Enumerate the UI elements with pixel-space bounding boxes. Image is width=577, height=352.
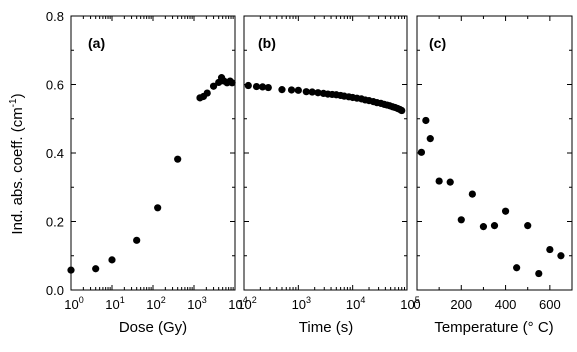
panel-a-x-tick-label: 104 (228, 295, 247, 312)
panel-b-x-tick-label: 105 (400, 295, 419, 312)
panel-b-data-point (244, 81, 252, 90)
panel-b-data-point (264, 83, 272, 92)
panel-c-data-point (446, 178, 454, 186)
panel-a-data-point (92, 265, 100, 273)
panel-c-label: (c) (429, 35, 446, 51)
panel-b-data-point (308, 88, 316, 96)
panel-b: (b) Time (s) 102 103 104 105 (237, 15, 420, 336)
panel-b-data-point (278, 86, 286, 94)
panel-c-data-point (417, 148, 426, 156)
panel-a-x-axis-label: Dose (Gy) (119, 319, 187, 336)
panel-c-data-point (490, 222, 499, 230)
panel-a-x-tick-label: 103 (187, 295, 206, 312)
panel-c-data-point (479, 223, 488, 231)
panel-c-data-point (524, 222, 532, 230)
panel-c-data-point (468, 190, 476, 198)
panel-a-data-point (228, 79, 236, 87)
y-axis-label: Ind. abs. coeff. (cm-1) (8, 93, 26, 234)
panel-a-data-point (108, 256, 116, 264)
panel-a-data-point (203, 89, 211, 97)
panel-b-data-point (302, 88, 310, 96)
panel-b-x-tick-label: 103 (292, 295, 311, 312)
panel-c-x-tick-label: 200 (450, 297, 472, 312)
panel-b-data-point (287, 86, 296, 94)
y-tick-label: 0.6 (46, 78, 64, 93)
panel-b-data-point (314, 89, 322, 97)
panel-c-x-tick-label: 400 (495, 297, 517, 312)
panel-a-label: (a) (88, 35, 105, 51)
panel-c-data-point (546, 245, 554, 254)
panel-b-data-point (252, 82, 261, 91)
panel-a-data-point (133, 236, 141, 244)
panel-c-data-point (435, 177, 443, 185)
panel-c-x-tick-label: 0 (413, 297, 420, 312)
panel-c-data-point (426, 135, 434, 143)
panel-b-label: (b) (258, 35, 276, 51)
panel-b-x-tick-label: 104 (346, 295, 365, 312)
panel-c-x-axis-label: Temperature (° C) (434, 319, 553, 336)
panel-a-x-tick-label: 100 (64, 295, 83, 312)
y-tick-label: 0.2 (46, 215, 64, 230)
y-tick-label: 0.0 (46, 283, 64, 298)
panel-b-x-tick-label: 102 (237, 295, 256, 312)
panel-a-data-point (174, 155, 182, 163)
panel-a-x-tick-label: 102 (146, 295, 165, 312)
y-tick-label: 0.8 (46, 9, 64, 24)
panel-c-data-point (457, 216, 465, 224)
panel-c-data-point (422, 116, 430, 125)
panel-b-data-point (259, 83, 267, 91)
panel-c-data-point (513, 264, 521, 272)
panel-b-data-point (294, 86, 302, 94)
panel-c-data-point (535, 269, 543, 278)
panel-c-data-point (557, 252, 565, 260)
panel-a-data-point (154, 204, 162, 212)
y-tick-label: 0.4 (46, 146, 64, 161)
panel-a: (a) Dose (Gy) 100 101 102 103 104 0.0 0.2 0.4 0.… (46, 9, 248, 336)
panel-a-data-point (67, 266, 75, 274)
panel-b-data-point (398, 106, 406, 115)
panel-b-x-axis-label: Time (s) (299, 319, 353, 336)
panel-c-x-tick-label: 600 (539, 297, 561, 312)
panel-c-data-point (501, 207, 510, 215)
panel-a-data-point (209, 82, 218, 90)
panel-a-x-tick-label: 101 (105, 295, 124, 312)
panel-c: (c) Temperature (° C) 0 200 400 600 (413, 15, 573, 336)
